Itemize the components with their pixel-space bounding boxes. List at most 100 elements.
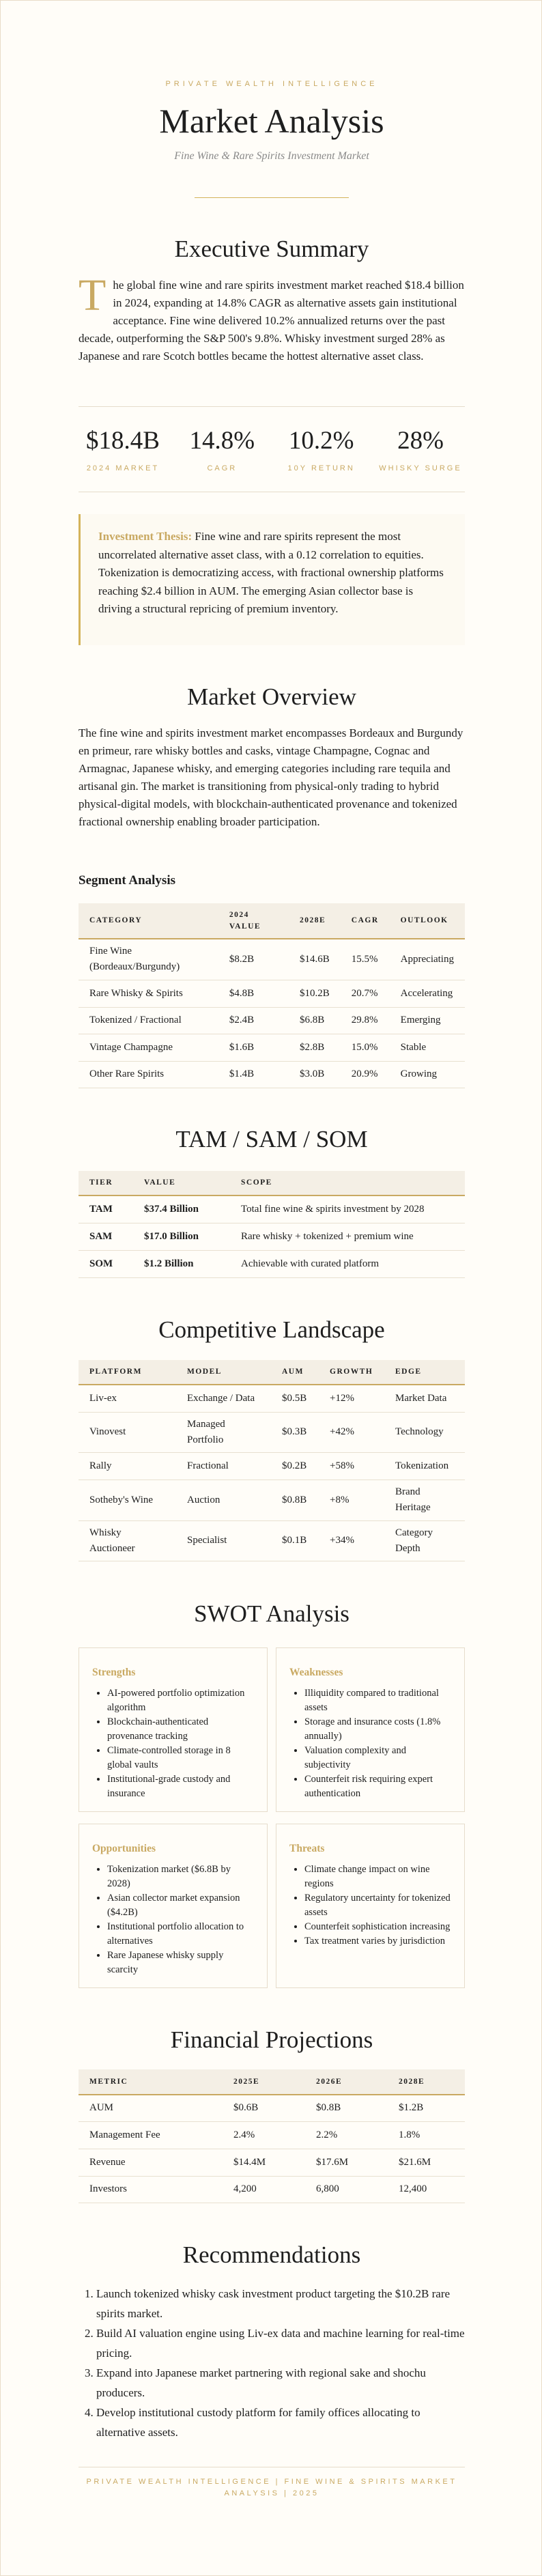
table-cell: $6.8B (289, 1007, 341, 1034)
column-header: CATEGORY (79, 903, 218, 939)
swot-item: Climate-controlled storage in 8 global v… (107, 1744, 255, 1772)
swot-item: Rare Japanese whisky supply scarcity (107, 1949, 255, 1977)
column-header: PLATFORM (79, 1360, 176, 1385)
table-row: Tokenized / Fractional $2.4B $6.8B 29.8% Eme… (79, 1007, 465, 1034)
table-row: Vinovest Managed Portfolio $0.3B +42% Techno… (79, 1412, 465, 1453)
table-cell: $21.6M (388, 2149, 465, 2177)
table-cell: 2.2% (305, 2121, 388, 2149)
table-cell: 12,400 (388, 2176, 465, 2203)
table-cell: $1.2 Billion (133, 1250, 230, 1278)
swot-list: AI-powered portfolio optimization algori… (92, 1686, 255, 1801)
stat-value: $18.4B (86, 427, 160, 455)
header-divider (195, 197, 349, 198)
column-header: AUM (271, 1360, 319, 1385)
table-cell: $0.5B (271, 1385, 319, 1413)
table-row: Whisky Auctioneer Specialist $0.1B +34% Cate… (79, 1520, 465, 1561)
table-cell: $0.8B (271, 1480, 319, 1521)
table-cell: Auction (176, 1480, 271, 1521)
swot-item: Regulatory uncertainty for tokenized ass… (304, 1891, 452, 1920)
table-cell: Category Depth (384, 1520, 465, 1561)
tam-sam-som-heading: TAM / SAM / SOM (175, 1126, 368, 1152)
column-header: 2024 VALUE (218, 903, 289, 939)
table-cell: $14.4M (223, 2149, 305, 2177)
stat-value: 10.2% (288, 427, 354, 455)
competitive-table: PLATFORM MODEL AUM GROWTH EDGE Liv-ex Exchange… (79, 1360, 465, 1561)
tam-table-wrap: TIER VALUE SCOPE TAM $37.4 Billion Total fine… (79, 1171, 465, 1278)
stat-label: 10Y RETURN (287, 464, 355, 472)
swot-threats: Threats Climate change impact on wine reg… (276, 1824, 465, 1988)
table-row: Management Fee 2.4% 2.2% 1.8% (79, 2121, 465, 2149)
table-row: SOM $1.2 Billion Achievable with curated p… (79, 1250, 465, 1278)
swot-item: Counterfeit sophistication increasing (304, 1920, 452, 1934)
column-header: EDGE (384, 1360, 465, 1385)
table-cell: 20.9% (340, 1061, 390, 1088)
recommendation-item: Develop institutional custody platform f… (96, 2403, 465, 2442)
swot-title: Weaknesses (289, 1667, 343, 1678)
table-cell: TAM (79, 1195, 133, 1223)
summary-body: he global fine wine and rare spirits inv… (79, 279, 464, 363)
table-row: Liv-ex Exchange / Data $0.5B +12% Market Dat… (79, 1385, 465, 1413)
table-cell: Market Data (384, 1385, 465, 1413)
swot-item: Counterfeit risk requiring expert authen… (304, 1772, 452, 1801)
table-header-row: PLATFORM MODEL AUM GROWTH EDGE (79, 1360, 465, 1385)
table-cell: $1.2B (388, 2095, 465, 2122)
swot-title: Threats (289, 1843, 325, 1854)
stats-row: $18.4B 2024 MARKET 14.8% CAGR 10.2% 10Y RET… (79, 426, 465, 472)
table-row: Rally Fractional $0.2B +58% Tokenization (79, 1452, 465, 1480)
thesis-label: Investment Thesis: (98, 530, 192, 543)
table-cell: $17.0 Billion (133, 1223, 230, 1251)
table-cell: Fractional (176, 1452, 271, 1480)
table-cell: $3.0B (289, 1061, 341, 1088)
table-header-row: TIER VALUE SCOPE (79, 1171, 465, 1196)
competitive-table-wrap: PLATFORM MODEL AUM GROWTH EDGE Liv-ex Exchange… (79, 1360, 465, 1561)
market-overview-heading: Market Overview (187, 683, 356, 710)
table-cell: $0.3B (271, 1412, 319, 1453)
executive-summary-heading: Executive Summary (174, 236, 369, 262)
table-row: Rare Whisky & Spirits $4.8B $10.2B 20.7% Acc… (79, 980, 465, 1008)
table-cell: $37.4 Billion (133, 1195, 230, 1223)
table-row: Sotheby's Wine Auction $0.8B +8% Brand Herit… (79, 1480, 465, 1521)
table-cell: AUM (79, 2095, 223, 2122)
swot-item: Institutional portfolio allocation to al… (107, 1920, 255, 1949)
segment-table-wrap: CATEGORY 2024 VALUE 2028E CAGR OUTLOOK Fine W… (79, 903, 465, 1088)
table-cell: +8% (319, 1480, 384, 1521)
investment-thesis-callout: Investment Thesis: Fine wine and rare sp… (79, 514, 465, 645)
table-cell: $17.6M (305, 2149, 388, 2177)
column-header: MODEL (176, 1360, 271, 1385)
table-cell: 4,200 (223, 2176, 305, 2203)
column-header: 2026E (305, 2069, 388, 2095)
swot-item: Valuation complexity and subjectivity (304, 1744, 452, 1772)
table-cell: Liv-ex (79, 1385, 176, 1413)
swot-heading: SWOT Analysis (194, 1600, 350, 1627)
table-cell: $8.2B (218, 939, 289, 980)
table-cell: Fine Wine (Bordeaux/Burgundy) (79, 939, 218, 980)
table-cell: 1.8% (388, 2121, 465, 2149)
divider (79, 406, 465, 407)
table-cell: Exchange / Data (176, 1385, 271, 1413)
table-cell: 2.4% (223, 2121, 305, 2149)
financial-projections-heading: Financial Projections (170, 2026, 373, 2053)
table-cell: $1.4B (218, 1061, 289, 1088)
stat-whisky: 28% WHISKY SURGE (376, 426, 465, 472)
table-cell: Achievable with curated platform (230, 1250, 465, 1278)
swot-item: Tax treatment varies by jurisdiction (304, 1934, 452, 1949)
swot-grid: Strengths AI-powered portfolio optimizati… (79, 1647, 465, 1988)
recommendations-list: Launch tokenized whisky cask investment … (79, 2284, 465, 2442)
table-cell: Rare whisky + tokenized + premium wine (230, 1223, 465, 1251)
table-cell: 15.0% (340, 1034, 390, 1062)
table-cell: $2.4B (218, 1007, 289, 1034)
segment-table: CATEGORY 2024 VALUE 2028E CAGR OUTLOOK Fine W… (79, 903, 465, 1088)
table-cell: Tokenization (384, 1452, 465, 1480)
market-overview-text: The fine wine and spirits investment mar… (79, 726, 463, 828)
table-cell: Vinovest (79, 1412, 176, 1453)
table-header-row: CATEGORY 2024 VALUE 2028E CAGR OUTLOOK (79, 903, 465, 939)
stat-label: 2024 MARKET (86, 464, 160, 472)
recommendation-item: Expand into Japanese market partnering w… (96, 2363, 465, 2403)
table-cell: Appreciating (389, 939, 465, 980)
column-header: CAGR (340, 903, 390, 939)
table-cell: $1.6B (218, 1034, 289, 1062)
financial-table: METRIC 2025E 2026E 2028E AUM $0.6B $0.8B $1.2B M… (79, 2069, 465, 2203)
stat-value: 14.8% (189, 427, 255, 455)
stat-market: $18.4B 2024 MARKET (79, 426, 167, 472)
page-title: Market Analysis (159, 102, 384, 140)
